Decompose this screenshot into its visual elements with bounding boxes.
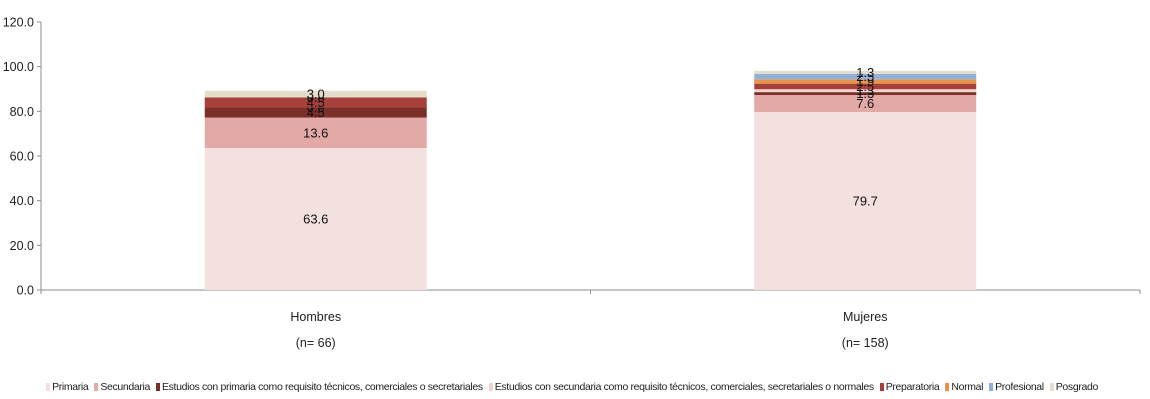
legend-swatch: [945, 383, 950, 391]
legend-label: Profesional: [995, 381, 1044, 393]
bar-segment: [754, 70, 977, 74]
bar-segment: [754, 92, 977, 96]
legend-swatch: [94, 383, 99, 391]
category-label: Mujeres: [843, 310, 887, 324]
bar-segment: [204, 117, 427, 148]
y-tick-label: 40.0: [10, 194, 34, 208]
legend-item: Estudios con primaria como requisito téc…: [155, 381, 483, 393]
data-label: 3.0: [307, 87, 325, 102]
legend-label: Estudios con primaria como requisito téc…: [161, 381, 483, 393]
legend-label: Posgrado: [1055, 381, 1099, 393]
legend-label: Preparatoria: [885, 381, 940, 393]
legend-label: Primaria: [52, 381, 89, 393]
y-tick-label: 20.0: [10, 239, 34, 253]
legend-swatch: [1049, 383, 1054, 391]
bar-segment: [754, 79, 977, 84]
data-label: 13.6: [303, 125, 328, 140]
data-label: 63.6: [303, 211, 328, 226]
bar-segment: [204, 97, 427, 108]
bar-segment: [204, 90, 427, 98]
data-label: 4.5: [307, 95, 325, 110]
legend-label: Normal: [951, 381, 984, 393]
legend-item: Estudios con secundaria como requisito t…: [488, 381, 874, 393]
legend-label: Estudios con secundaria como requisito t…: [494, 381, 874, 393]
chart-legend: Primaria Secundaria Estudios con primaria …: [0, 376, 1150, 398]
data-label: 4.5: [307, 105, 325, 120]
legend-swatch: [879, 383, 884, 391]
bar-segment: [754, 112, 977, 291]
category-sample-size: (n= 158): [842, 336, 889, 350]
legend-item: Normal: [945, 381, 983, 393]
stacked-bar-chart: 0.0 20.0 40.0 60.0 80.0 100.0 120.0 63.6 13.6 4.5…: [3, 16, 1141, 350]
legend-item: Preparatoria: [879, 381, 940, 393]
bar-segment: [204, 107, 427, 118]
bar-segment: [754, 95, 977, 113]
legend-item: Posgrado: [1049, 381, 1099, 393]
legend-swatch: [488, 383, 493, 391]
bar-segment: [754, 73, 977, 80]
category-label: Hombres: [290, 310, 341, 324]
bar-segment: [204, 147, 427, 290]
legend-item: Profesional: [989, 381, 1044, 393]
y-tick-label: 0.0: [17, 284, 34, 298]
y-tick-label: 80.0: [10, 105, 34, 119]
category-sample-size: (n= 66): [296, 336, 336, 350]
bar-segment: [754, 89, 977, 93]
y-tick-label: 60.0: [10, 150, 34, 164]
legend-item: Primaria: [46, 381, 89, 393]
legend-swatch: [989, 383, 994, 391]
y-tick-label: 120.0: [3, 16, 34, 30]
bar-segment: [754, 83, 977, 90]
legend-swatch: [155, 383, 160, 391]
data-label: 79.7: [853, 194, 878, 209]
y-tick-label: 100.0: [3, 60, 34, 74]
data-label: 7.6: [856, 96, 874, 111]
legend-item: Secundaria: [94, 381, 150, 393]
legend-label: Secundaria: [100, 381, 150, 393]
legend-swatch: [46, 383, 51, 391]
data-label: 1.3: [856, 65, 874, 80]
